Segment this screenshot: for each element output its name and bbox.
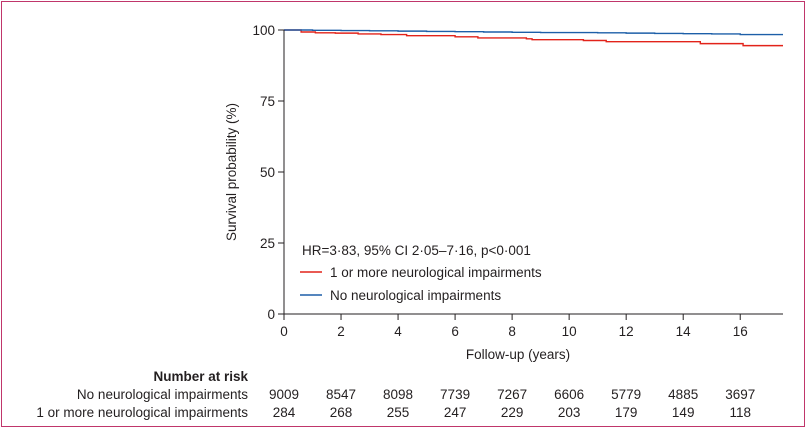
risk-value: 268 bbox=[330, 405, 353, 420]
survival-curve-no-impairments bbox=[284, 29, 783, 36]
legend-label-impairments: 1 or more neurological impairments bbox=[330, 265, 542, 280]
y-tick-label: 50 bbox=[260, 165, 275, 180]
x-tick-label: 4 bbox=[394, 324, 402, 339]
x-tick-label: 0 bbox=[280, 324, 288, 339]
risk-values: 9009 8547 8098 7739 7267 6606 5779 4885 3697 284 2… bbox=[269, 387, 755, 420]
x-axis-title: Follow-up (years) bbox=[466, 347, 570, 362]
risk-value: 6606 bbox=[554, 387, 584, 402]
risk-table-header: Number at risk bbox=[153, 369, 248, 384]
y-axis-ticks: 0 25 50 75 100 bbox=[252, 23, 284, 322]
legend: HR=3·83, 95% CI 2·05–7·16, p<0·001 1 or … bbox=[300, 243, 542, 303]
risk-value: 7739 bbox=[440, 387, 470, 402]
y-axis-title: Survival probability (%) bbox=[224, 103, 239, 241]
survival-curve-impairments bbox=[284, 29, 783, 47]
y-tick-label: 75 bbox=[260, 94, 275, 109]
stats-annotation: HR=3·83, 95% CI 2·05–7·16, p<0·001 bbox=[302, 243, 531, 258]
x-tick-label: 10 bbox=[562, 324, 577, 339]
risk-row-label-no-impairments: No neurological impairments bbox=[77, 387, 248, 402]
x-axis-ticks: 0 2 4 6 8 10 12 14 16 bbox=[280, 314, 748, 339]
risk-value: 203 bbox=[558, 405, 581, 420]
risk-value: 7267 bbox=[497, 387, 527, 402]
y-tick-label: 0 bbox=[267, 307, 275, 322]
series-layer bbox=[284, 29, 783, 47]
risk-value: 9009 bbox=[269, 387, 299, 402]
x-tick-label: 6 bbox=[451, 324, 459, 339]
risk-value: 8547 bbox=[326, 387, 356, 402]
y-tick-label: 100 bbox=[252, 23, 275, 38]
risk-value: 3697 bbox=[725, 387, 755, 402]
risk-value: 284 bbox=[273, 405, 296, 420]
risk-value: 179 bbox=[615, 405, 638, 420]
x-tick-label: 14 bbox=[676, 324, 692, 339]
number-at-risk-table: Number at risk No neurological impairmen… bbox=[36, 369, 755, 420]
risk-value: 229 bbox=[501, 405, 524, 420]
x-tick-label: 12 bbox=[619, 324, 634, 339]
x-tick-label: 2 bbox=[337, 324, 345, 339]
legend-label-no-impairments: No neurological impairments bbox=[330, 288, 501, 303]
x-tick-label: 16 bbox=[733, 324, 748, 339]
risk-value: 149 bbox=[672, 405, 695, 420]
risk-value: 8098 bbox=[383, 387, 413, 402]
risk-value: 118 bbox=[729, 405, 751, 420]
plot-area: 0 25 50 75 100 0 2 4 6 8 10 12 14 16 bbox=[252, 23, 783, 339]
x-tick-label: 8 bbox=[508, 324, 516, 339]
risk-value: 255 bbox=[387, 405, 410, 420]
y-tick-label: 25 bbox=[260, 236, 275, 251]
risk-row-label-impairments: 1 or more neurological impairments bbox=[36, 405, 248, 420]
risk-value: 4885 bbox=[668, 387, 698, 402]
risk-value: 5779 bbox=[611, 387, 641, 402]
risk-value: 247 bbox=[444, 405, 467, 420]
